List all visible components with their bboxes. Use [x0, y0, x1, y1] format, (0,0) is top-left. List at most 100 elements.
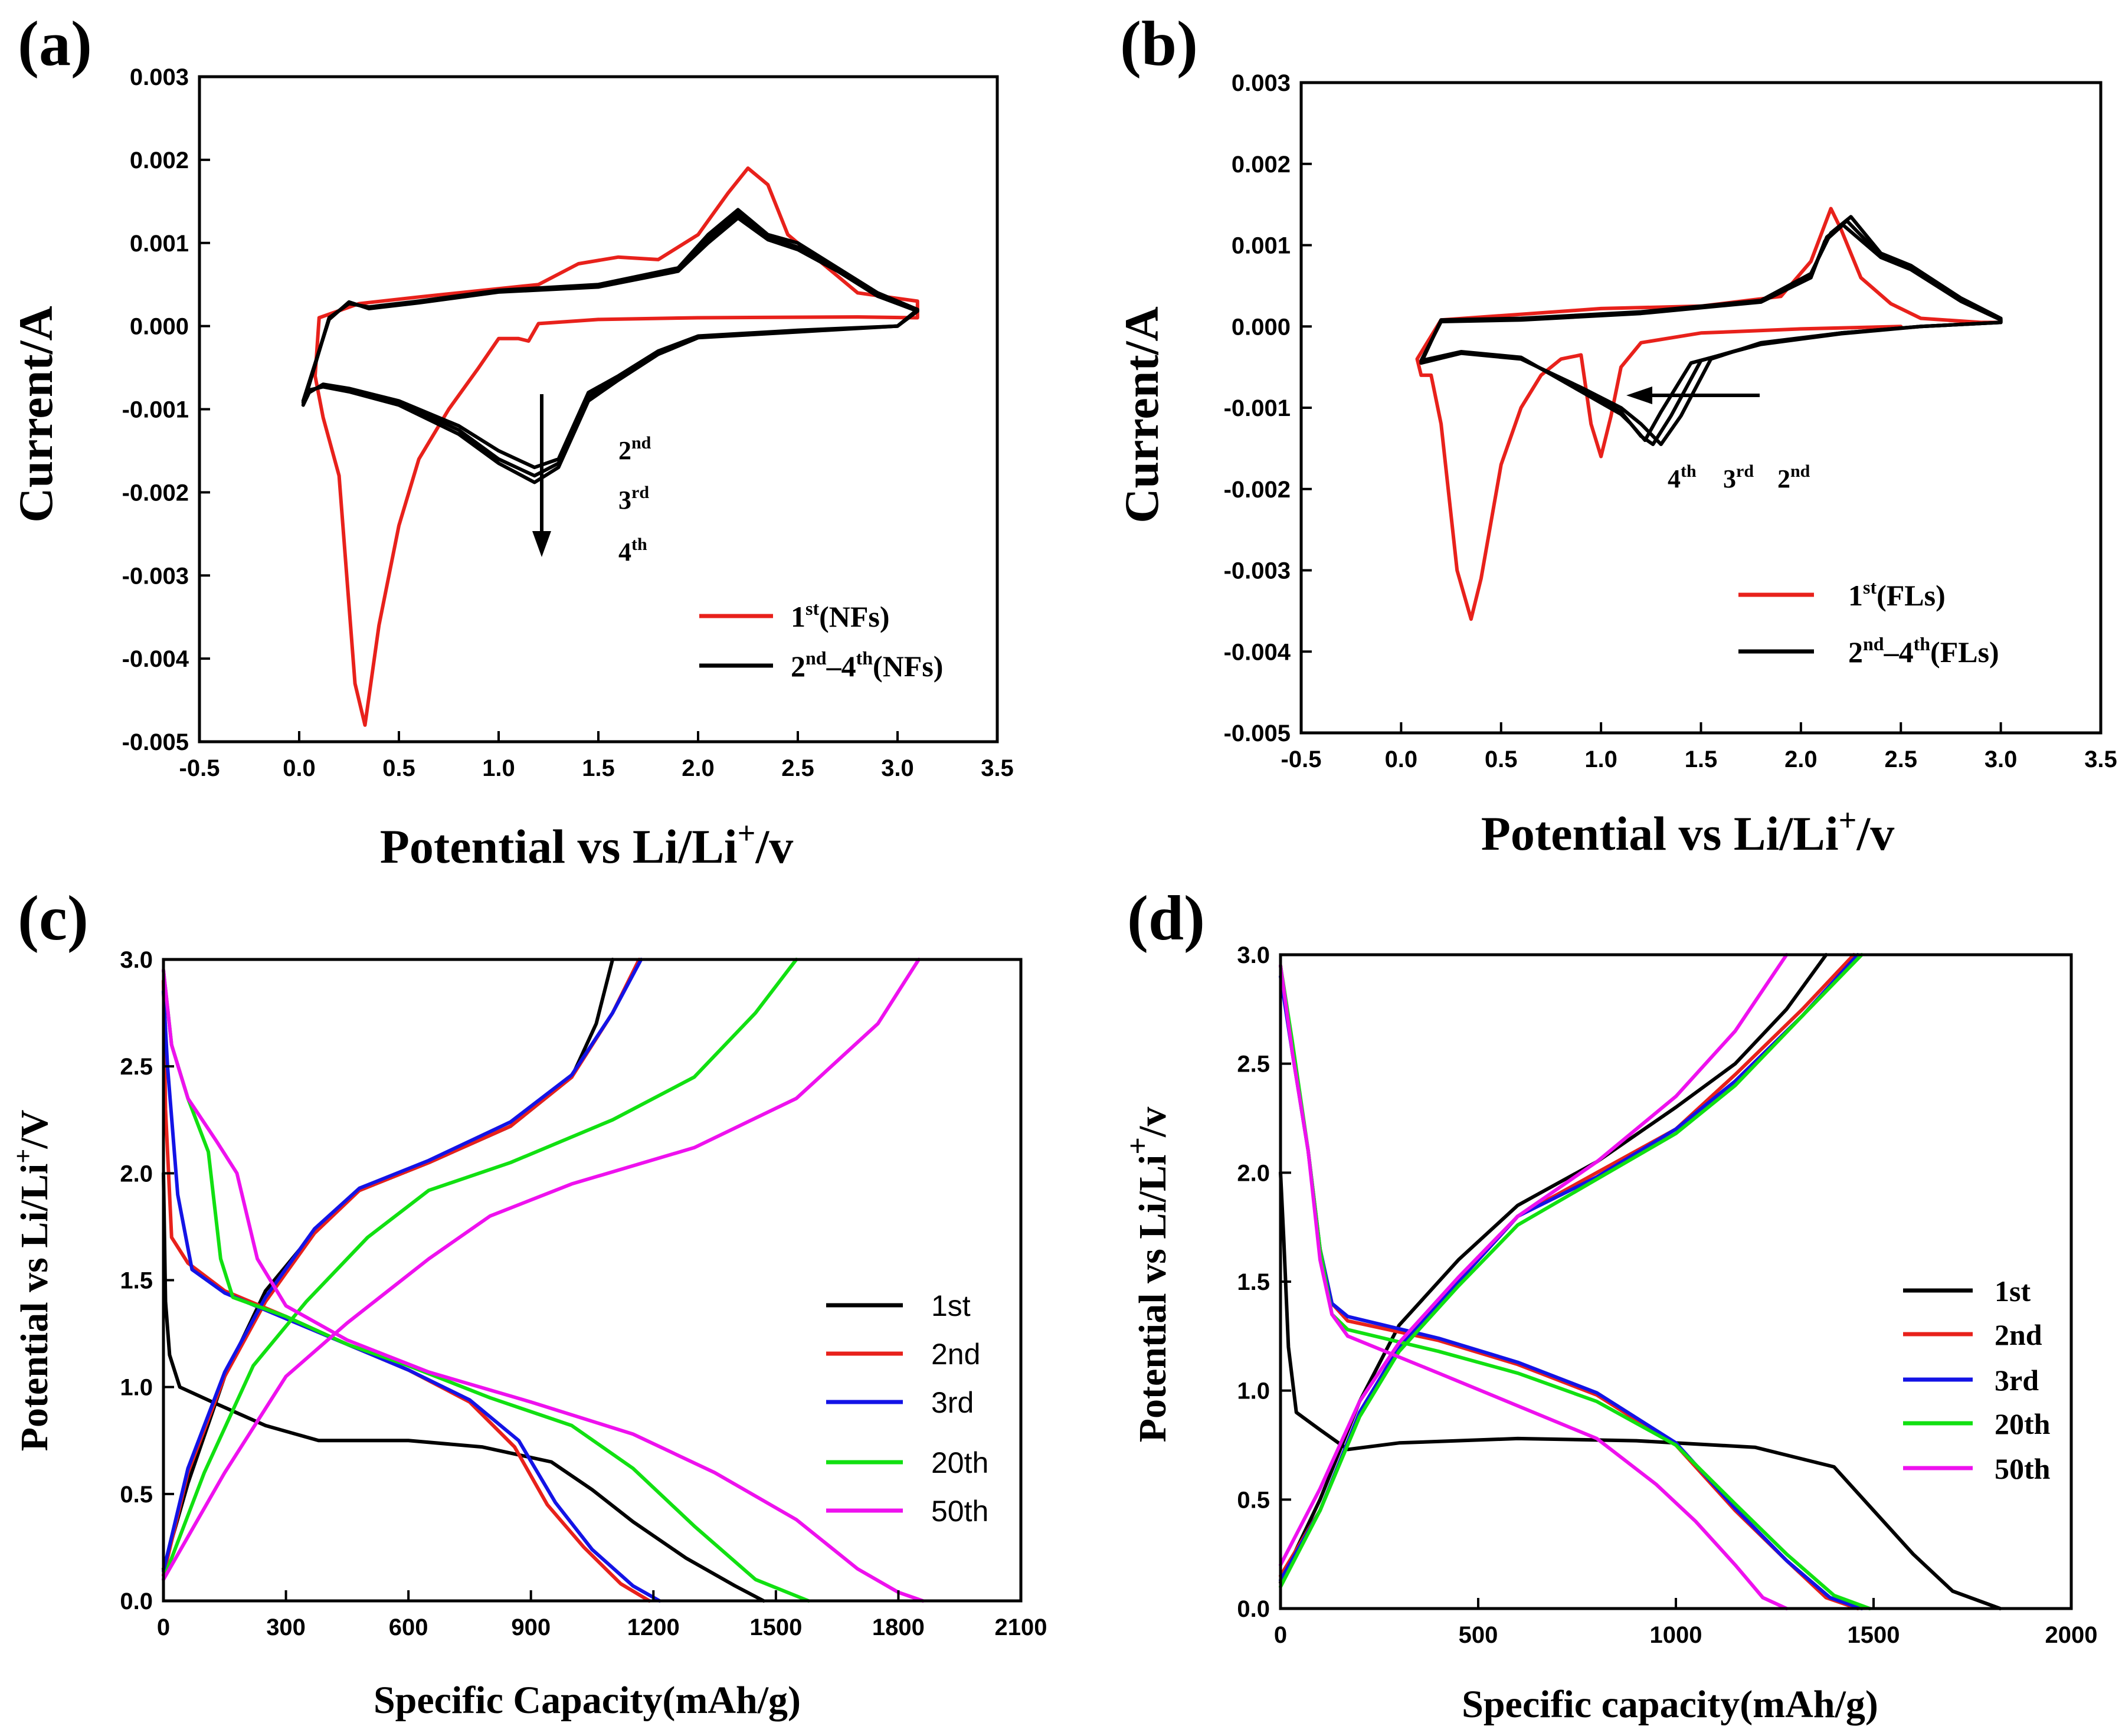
- panel-c-series-4: [162, 990, 662, 1603]
- panel-b-annot-2nd: 2nd: [1777, 461, 1810, 493]
- panel-d-series-7: [1279, 953, 1864, 1589]
- panel-b-ytick-label: -0.001: [1224, 395, 1291, 421]
- panel-c-xtick-label: 300: [266, 1614, 306, 1640]
- panel-a-xtick-label: 0.5: [382, 755, 415, 781]
- panel-b-ylabel: Current/A: [1115, 306, 1168, 523]
- panel-c-legend: 1st 2nd 3rd 20th 50th: [826, 1289, 988, 1528]
- panel-a-annot-3rd: 3rd: [618, 483, 649, 515]
- panel-c-series-9: [162, 958, 921, 1581]
- panel-c-xtick-label: 2100: [995, 1614, 1047, 1640]
- panel-b-arrow-head: [1626, 386, 1652, 404]
- panel-a-ytick-label: -0.004: [122, 646, 189, 672]
- panel-c-xtick-label: 900: [511, 1614, 551, 1640]
- panel-d-ytick-label: 2.5: [1237, 1052, 1270, 1077]
- panel-c-ytick-label: 2.0: [120, 1161, 153, 1187]
- panel-a-xtick-label: 3.0: [881, 755, 914, 781]
- panel-d-xtick-label: 2000: [2045, 1622, 2098, 1648]
- panel-a-xtick-label: 2.0: [682, 755, 715, 781]
- panel-c-xtick-label: 1200: [627, 1614, 680, 1640]
- panel-b-annot-4th: 4th: [1668, 461, 1697, 493]
- panel-d: (d) 0 500 1000 1500 2000 0.0 0.5 1.0 1.5 2.0 2.5 3.…: [1121, 883, 2097, 1726]
- panel-b-ytick-label: -0.003: [1224, 558, 1291, 584]
- panel-b-xtick-label: -0.5: [1281, 746, 1322, 772]
- panel-c-xtick-label: 0: [157, 1614, 170, 1640]
- panel-d-ytick-label: 2.0: [1237, 1160, 1270, 1186]
- panel-d-plot: 0 500 1000 1500 2000 0.0 0.5 1.0 1.5 2.0 2.5 3.0: [1237, 942, 2097, 1648]
- panel-d-legend-label-20th: 20th: [1995, 1407, 2051, 1440]
- panel-b-annotation: 4th 3rd 2nd: [1626, 386, 1810, 493]
- panel-d-ytick-label: 3.0: [1237, 942, 1270, 968]
- panel-d-legend-label-1st: 1st: [1995, 1275, 2031, 1308]
- panel-b-ytick-label: 0.001: [1232, 233, 1291, 259]
- panel-a-annot-4th: 4th: [618, 535, 647, 566]
- panel-c-legend-label-50th: 50th: [931, 1495, 988, 1528]
- panel-b-ytick-label: -0.004: [1224, 639, 1291, 665]
- panel-a-ytick-label: 0.003: [130, 64, 189, 90]
- panel-a-legend-label-2: 2nd–4th(NFs): [791, 647, 943, 683]
- panel-b-series-3: [1419, 223, 2003, 443]
- panel-c-legend-label-1st: 1st: [931, 1289, 971, 1322]
- panel-c-ytick-label: 1.5: [120, 1268, 153, 1294]
- panel-a-series-0: [313, 166, 919, 727]
- panel-b-annot-3rd: 3rd: [1723, 461, 1754, 493]
- panel-d-series-9: [1279, 953, 1789, 1567]
- panel-b-legend: 1st(FLs) 2nd–4th(FLs): [1738, 577, 1999, 669]
- panel-c-series-6: [162, 968, 811, 1603]
- panel-d-ylabel: Potential vs Li/Li+/v: [1121, 1107, 1174, 1443]
- panel-a-ytick-label: -0.001: [122, 397, 189, 423]
- panel-b-legend-label-2: 2nd–4th(FLs): [1848, 633, 1999, 669]
- panel-a-legend-label-1: 1st(NFs): [791, 598, 890, 633]
- panel-d-ytick-label: 1.0: [1237, 1378, 1270, 1404]
- panel-a-annot-2nd: 2nd: [618, 433, 651, 465]
- panel-a-xtick-label: 0.0: [283, 755, 316, 781]
- panel-b-ytick-label: -0.005: [1224, 720, 1291, 746]
- panel-a-label: (a): [18, 9, 92, 79]
- panel-c-ytick-label: 3.0: [120, 947, 153, 973]
- panel-b-xtick-label: 3.0: [1985, 746, 2018, 772]
- panel-a-ytick-label: -0.002: [122, 480, 189, 506]
- panel-a-xtick-label: 2.5: [781, 755, 814, 781]
- panel-d-legend-label-50th: 50th: [1995, 1452, 2051, 1485]
- panel-b-xtick-label: 3.5: [2084, 746, 2117, 772]
- panel-d-ytick-label: 0.5: [1237, 1487, 1270, 1513]
- panel-d-xtick-label: 500: [1459, 1622, 1498, 1648]
- panel-c-series-7: [162, 958, 798, 1581]
- panel-b-ytick-label: 0.000: [1232, 314, 1291, 340]
- panel-b-plot: -0.5 0.0 0.5 1.0 1.5 2.0 2.5 3.0 3.5 -0.005 -0.004…: [1224, 70, 2117, 772]
- panel-c-series-5: [162, 958, 643, 1573]
- panel-b-xtick-label: 2.0: [1784, 746, 1818, 772]
- panel-b-ytick-label: -0.002: [1224, 477, 1291, 503]
- panel-a-arrow-head: [532, 531, 551, 557]
- panel-d-xlabel: Specific capacity(mAh/g): [1462, 1683, 1878, 1726]
- panel-d-xtick-label: 1500: [1848, 1622, 1900, 1648]
- panel-b-ytick-label: 0.002: [1232, 152, 1291, 178]
- panel-c-ytick-label: 0.0: [120, 1588, 153, 1614]
- panel-b-xtick-label: 0.0: [1385, 746, 1418, 772]
- panel-c-ylabel: Potential vs Li/Li+/V: [9, 1110, 56, 1452]
- panel-a-plot: -0.5 0.0 0.5 1.0 1.5 2.0 2.5 3.0 3.5 -0.005 -0.004…: [122, 64, 1014, 781]
- panel-c-legend-label-2nd: 2nd: [931, 1338, 980, 1371]
- panel-c-legend-label-3rd: 3rd: [931, 1386, 974, 1419]
- panel-a-ytick-label: 0.002: [130, 148, 189, 173]
- panel-c-ytick-label: 1.0: [120, 1375, 153, 1401]
- panel-b-series-0: [1415, 207, 2003, 621]
- panel-a-xtick-label: 3.5: [981, 755, 1014, 781]
- panel-b-label: (b): [1120, 9, 1198, 79]
- panel-a-xlabel: Potential vs Li/Li+/v: [380, 815, 794, 873]
- panel-c-series-0: [162, 1171, 766, 1603]
- panel-a-ytick-label: 0.001: [130, 231, 189, 257]
- panel-c-xlabel: Specific Capacity(mAh/g): [374, 1679, 801, 1722]
- panel-d-legend-label-2nd: 2nd: [1995, 1318, 2042, 1351]
- panel-d-label: (d): [1127, 883, 1205, 954]
- panel-a-series-3: [301, 216, 919, 484]
- panel-d-legend-label-3rd: 3rd: [1995, 1364, 2039, 1397]
- panel-b-xlabel: Potential vs Li/Li+/v: [1481, 803, 1895, 860]
- panel-b-xtick-label: 1.5: [1685, 746, 1718, 772]
- panel-d-series-0: [1279, 1171, 2002, 1610]
- panel-a-xtick-label: 1.5: [582, 755, 615, 781]
- panel-a-ytick-label: -0.003: [122, 563, 189, 589]
- panel-b-ytick-label: 0.003: [1232, 70, 1291, 96]
- panel-a-legend: 1st(NFs) 2nd–4th(NFs): [699, 598, 943, 683]
- panel-b-legend-label-1: 1st(FLs): [1848, 577, 1946, 612]
